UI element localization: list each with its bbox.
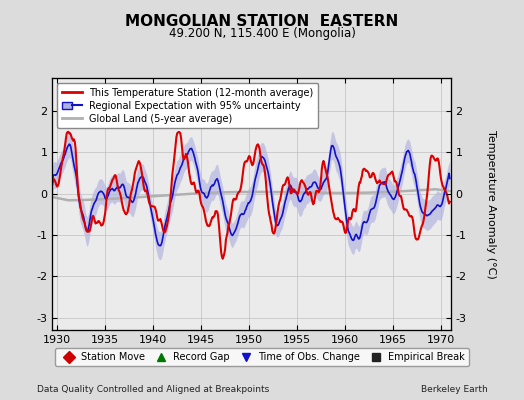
Text: 49.200 N, 115.400 E (Mongolia): 49.200 N, 115.400 E (Mongolia) [169, 28, 355, 40]
Legend: This Temperature Station (12-month average), Regional Expectation with 95% uncer: This Temperature Station (12-month avera… [57, 83, 319, 128]
Text: MONGOLIAN STATION  EASTERN: MONGOLIAN STATION EASTERN [125, 14, 399, 30]
Legend: Station Move, Record Gap, Time of Obs. Change, Empirical Break: Station Move, Record Gap, Time of Obs. C… [55, 348, 469, 366]
Text: Data Quality Controlled and Aligned at Breakpoints: Data Quality Controlled and Aligned at B… [37, 385, 269, 394]
Y-axis label: Temperature Anomaly (°C): Temperature Anomaly (°C) [486, 130, 496, 278]
Text: Berkeley Earth: Berkeley Earth [421, 385, 487, 394]
